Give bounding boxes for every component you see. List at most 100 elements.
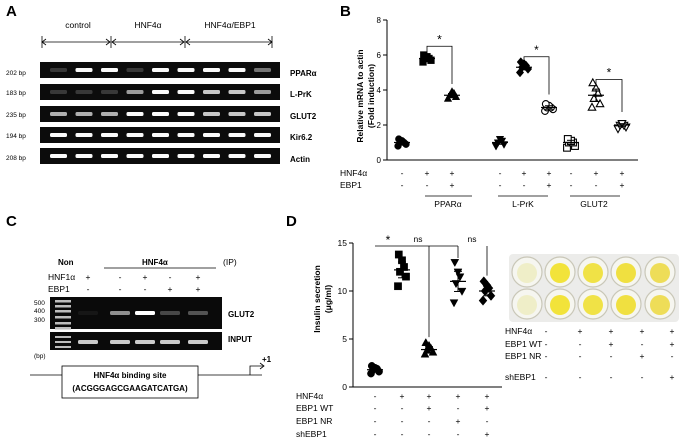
ladder-300: 300 <box>34 317 45 324</box>
well-solution <box>550 295 570 315</box>
promoter-diagram <box>30 362 265 399</box>
photo-sign-cell: - <box>641 372 644 382</box>
photo-sign-cell: - <box>545 339 548 349</box>
data-point <box>420 51 428 59</box>
gel-band <box>75 133 93 137</box>
gel-a-size-5: 208 bp <box>6 155 26 162</box>
gel-band <box>254 133 271 137</box>
sign-hnf4a: + <box>425 168 430 178</box>
data-point <box>396 267 404 276</box>
y-tick-label: 4 <box>377 86 382 95</box>
sign-cell: - <box>374 391 377 401</box>
data-point <box>478 295 488 306</box>
sign-hnf4a: - <box>401 168 404 178</box>
photo-sign-cell: - <box>545 351 548 361</box>
ladder-band <box>55 327 71 330</box>
sign-cell: - <box>374 416 377 426</box>
panel-c-ip: (IP) <box>223 257 237 267</box>
sign-cell: + <box>427 403 432 413</box>
gel-band <box>152 154 169 158</box>
y-tick-label: 0 <box>342 382 347 392</box>
panel-a-letter: A <box>6 3 17 20</box>
significance-mark: * <box>534 43 539 57</box>
binding-site-title: HNF4α binding site <box>94 371 167 380</box>
gel-band <box>78 311 98 315</box>
sign-cell: + <box>485 403 490 413</box>
sign-cell: + <box>485 429 490 439</box>
sign-hnf4a: - <box>499 168 502 178</box>
gel-band <box>75 154 93 158</box>
significance-bracket <box>595 79 623 112</box>
significance-mark: * <box>437 32 442 46</box>
gel-band <box>152 133 169 137</box>
panel-d-sign-table: - + + + + - - + - + - - - + - - - - - + <box>374 391 490 439</box>
panel-d-row-ebp1nr: EBP1 NR <box>296 416 332 426</box>
panel-b-ylabel-2: (Fold induction) <box>366 64 376 128</box>
gel-band <box>50 68 67 72</box>
photo-sign-cell: + <box>609 326 614 336</box>
gel-band <box>203 68 220 72</box>
sign-hnf4a: + <box>522 168 527 178</box>
photo-sign-cell: + <box>670 326 675 336</box>
photo-row-shebp1: shEBP1 <box>505 372 536 382</box>
y-tick-label: 0 <box>377 156 382 165</box>
sign-cell: - <box>401 416 404 426</box>
sign-cell: + <box>427 391 432 401</box>
group-arrows <box>41 36 273 48</box>
y-tick-label: 2 <box>377 121 382 130</box>
gel-band <box>152 90 169 94</box>
gel-band <box>228 133 246 137</box>
gel-band <box>177 154 195 158</box>
ladder-400: 400 <box>34 308 45 315</box>
photo-sign-cell: + <box>670 339 675 349</box>
gel-band <box>254 112 271 116</box>
gel-band <box>160 340 180 344</box>
gel-a-size-2: 183 bp <box>6 90 26 97</box>
panel-d-plot: 0 5 10 15 * ns ns <box>338 233 502 392</box>
gel-a-size-1: 202 bp <box>6 70 26 77</box>
sign-cell: - <box>401 403 404 413</box>
sign-hnf4a: + <box>620 168 625 178</box>
ladder-band <box>55 310 71 313</box>
gel-band <box>228 112 246 116</box>
sign-cell: + <box>400 391 405 401</box>
gel-band <box>152 68 169 72</box>
gel-band <box>50 154 67 158</box>
panel-b-plot: 0 2 4 6 8 * * * <box>377 16 638 165</box>
sign-cell: - <box>374 429 377 439</box>
gel-band <box>177 90 195 94</box>
sign-hnf1a: + <box>196 272 201 282</box>
ladder-500: 500 <box>34 300 45 307</box>
panel-d-letter: D <box>286 213 297 230</box>
sign-ebp1: - <box>87 284 90 294</box>
sign-ebp1: - <box>523 180 526 190</box>
sign-ebp1: - <box>401 180 404 190</box>
panel-c-gels <box>50 297 222 350</box>
panel-c-non: Non <box>58 258 74 267</box>
gel-band <box>101 68 118 72</box>
sign-cell: + <box>485 391 490 401</box>
data-point <box>449 299 459 308</box>
data-point <box>394 282 402 291</box>
well-solution <box>583 263 603 283</box>
data-point <box>563 135 572 143</box>
panel-b-gene-lprk: L-PrK <box>512 199 534 209</box>
sign-cell: + <box>456 391 461 401</box>
gel-a-size-3: 235 bp <box>6 112 26 119</box>
well-solution <box>517 295 537 315</box>
sign-ebp1: + <box>547 180 552 190</box>
significance-mark: * <box>607 66 612 80</box>
panel-b-sign-table: - + + - + + - + + - - + - - + - - + <box>401 168 625 190</box>
photo-sign-table: - + + + + - - + - + - - - + - - - - - + <box>545 326 675 382</box>
sign-hnf4a: + <box>547 168 552 178</box>
photo-sign-cell: - <box>579 372 582 382</box>
gel-band <box>177 112 195 116</box>
sign-hnf4a: + <box>594 168 599 178</box>
gel-band <box>50 90 67 94</box>
photo-sign-cell: - <box>671 351 674 361</box>
gel-a-size-4: 194 bp <box>6 133 26 140</box>
photo-sign-cell: - <box>545 326 548 336</box>
gel-band <box>160 311 180 315</box>
panel-c-sign-table: + - + - + - - - + + <box>86 272 201 294</box>
gel-band <box>254 68 271 72</box>
